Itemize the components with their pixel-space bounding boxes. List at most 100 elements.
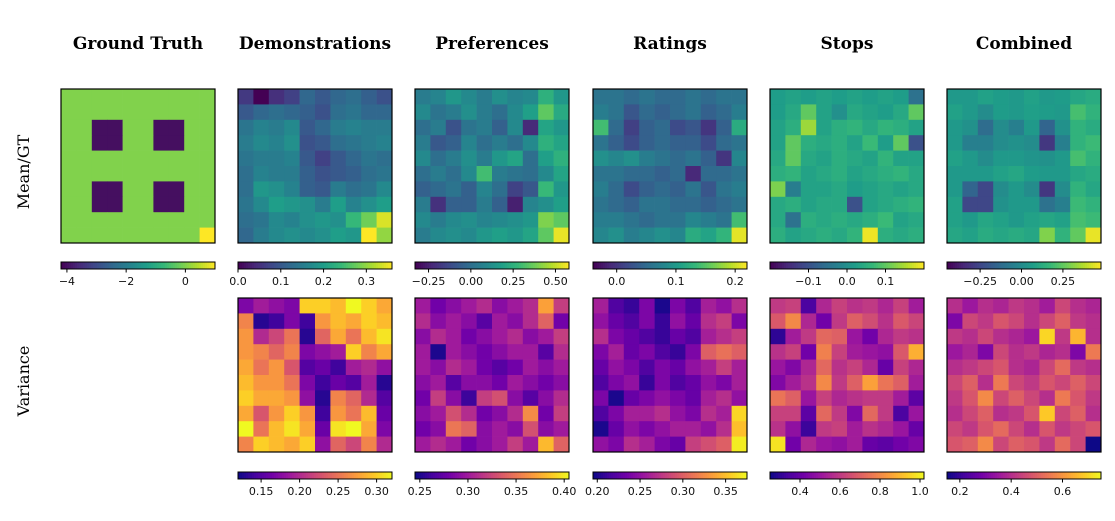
heatmap-cell	[639, 212, 655, 228]
colorbar-segment	[483, 262, 486, 269]
colorbar-segment	[109, 262, 112, 269]
heatmap-cell	[608, 328, 625, 345]
colorbar-segment	[949, 262, 952, 269]
colorbar-segment	[425, 262, 428, 269]
colorbar-segment	[479, 262, 482, 269]
colorbar-segment	[637, 262, 640, 269]
heatmap-cell	[61, 135, 77, 151]
colorbar-segment	[920, 472, 923, 479]
heatmap-cell	[816, 212, 832, 228]
colorbar-segment	[693, 472, 696, 479]
colorbar-segment	[1015, 262, 1018, 269]
colorbar-segment	[731, 262, 734, 269]
colorbar-segment	[818, 262, 821, 269]
colorbar-segment	[344, 472, 347, 479]
heatmap-cell	[538, 135, 554, 151]
heatmap-cell	[376, 196, 393, 213]
colorbar-segment	[711, 262, 714, 269]
heatmap-cell	[238, 135, 254, 151]
colorbar-segment	[916, 262, 919, 269]
variance-colorbar: 0.25 0.30 0.35 0.40	[408, 471, 576, 498]
heatmap-cell	[716, 119, 732, 136]
heatmap-cell	[553, 166, 570, 182]
heatmap-cell	[862, 436, 879, 453]
heatmap-cell	[639, 196, 655, 213]
colorbar-segment	[922, 472, 925, 479]
heatmap-cell	[268, 166, 285, 182]
colorbar-segment	[521, 262, 524, 269]
colorbar-tick-label: −0.25	[412, 275, 446, 288]
heatmap-cell	[284, 421, 300, 437]
heatmap-cell	[993, 166, 1009, 182]
colorbar-segment	[844, 472, 847, 479]
colorbar-segment	[459, 472, 462, 479]
heatmap-cell	[877, 181, 894, 198]
heatmap-cell	[430, 135, 447, 151]
variance-colorbar: 0.4 0.6 0.8 1.0	[769, 471, 929, 498]
colorbar-segment	[467, 262, 470, 269]
colorbar-segment	[507, 472, 510, 479]
heatmap-cell	[847, 119, 863, 136]
heatmap-cell	[284, 166, 300, 182]
colorbar-segment	[1033, 472, 1036, 479]
colorbar-segment	[298, 472, 301, 479]
colorbar-tick-label: 0.30	[671, 485, 696, 498]
heatmap-frame	[946, 297, 1102, 453]
heatmap-cell	[299, 135, 316, 151]
heatmap-cell	[415, 150, 431, 167]
heatmap-cell	[977, 375, 994, 391]
heatmap-cell	[1085, 104, 1102, 121]
colorbar-segment	[683, 262, 686, 269]
heatmap-cell	[908, 298, 925, 314]
colorbar-segment	[338, 262, 341, 269]
colorbar-segment	[264, 262, 267, 269]
colorbar-segment	[565, 472, 568, 479]
colorbar-segment	[621, 472, 624, 479]
heatmap-cell	[877, 375, 894, 391]
heatmap-cell	[654, 181, 671, 198]
heatmap-cell	[862, 390, 879, 407]
colorbar-segment	[517, 262, 520, 269]
heatmap-cell	[522, 390, 539, 407]
colorbar-tick-label: −0.1	[795, 275, 822, 288]
heatmap-cell	[315, 405, 331, 422]
heatmap-cell	[153, 196, 170, 213]
heatmap-cell	[623, 436, 640, 453]
heatmap-cell	[947, 421, 963, 437]
heatmap-cell	[284, 89, 300, 105]
colorbar-segment	[1057, 262, 1060, 269]
colorbar-segment	[741, 472, 744, 479]
colorbar-segment	[643, 262, 646, 269]
heatmap-cell	[168, 227, 185, 244]
heatmap-cell	[445, 196, 462, 213]
colorbar-segment	[721, 262, 724, 269]
heatmap-cell	[122, 212, 139, 228]
colorbar-segment	[963, 262, 966, 269]
heatmap-cell	[862, 212, 879, 228]
heatmap-cell	[361, 313, 377, 330]
heatmap-cell	[253, 212, 270, 228]
colorbar-segment	[1047, 262, 1050, 269]
heatmap-cell	[623, 405, 640, 422]
heatmap-cell	[284, 313, 300, 330]
heatmap-cell	[1054, 135, 1071, 151]
heatmap-cell	[268, 135, 285, 151]
colorbar-segment	[1043, 262, 1046, 269]
colorbar-segment	[523, 262, 526, 269]
heatmap-cell	[785, 436, 802, 453]
heatmap-cell	[445, 212, 462, 228]
colorbar-segment	[362, 472, 365, 479]
column-titles: Ground Truth Demonstrations Preferences Rat…	[73, 34, 1072, 54]
colorbar-segment	[1049, 472, 1052, 479]
heatmap-cell	[685, 405, 702, 422]
colorbar-segment	[187, 262, 190, 269]
heatmap-cell	[184, 196, 200, 213]
colorbar-segment	[455, 472, 458, 479]
heatmap-cell	[770, 375, 786, 391]
colorbar-segment	[415, 262, 418, 269]
colorbar-segment	[1029, 262, 1032, 269]
heatmap-cell	[862, 135, 879, 151]
colorbar-segment	[778, 262, 781, 269]
heatmap-cell	[1070, 104, 1086, 121]
heatmap-cell	[962, 359, 979, 376]
